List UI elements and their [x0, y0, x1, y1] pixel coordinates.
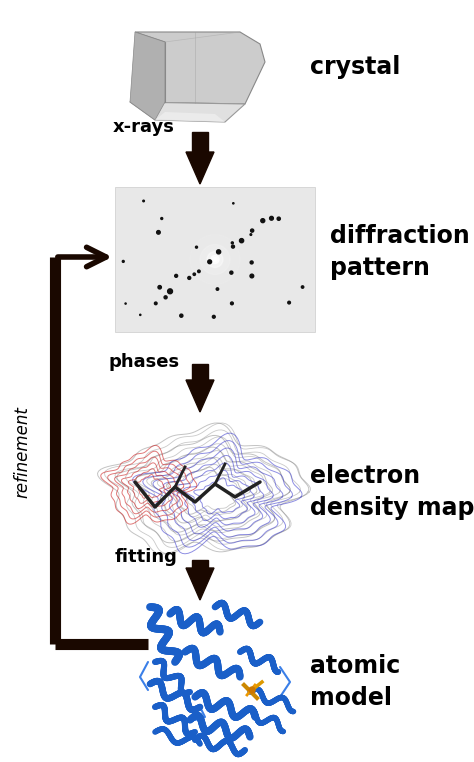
Text: crystal: crystal — [310, 55, 401, 79]
Circle shape — [193, 273, 195, 275]
Circle shape — [213, 258, 217, 261]
Circle shape — [261, 219, 265, 223]
Circle shape — [249, 687, 255, 693]
Bar — [115, 187, 315, 332]
Circle shape — [143, 200, 145, 202]
Text: fitting: fitting — [115, 548, 178, 566]
Circle shape — [164, 296, 167, 299]
Circle shape — [190, 235, 240, 284]
Circle shape — [217, 250, 221, 254]
Bar — [192, 560, 208, 568]
Circle shape — [230, 271, 233, 274]
Circle shape — [250, 234, 252, 235]
Circle shape — [208, 260, 211, 264]
Circle shape — [250, 274, 254, 278]
Circle shape — [158, 286, 161, 289]
Text: refinement: refinement — [13, 406, 31, 498]
Circle shape — [211, 255, 219, 264]
Circle shape — [212, 315, 215, 319]
Circle shape — [250, 261, 253, 264]
Circle shape — [122, 261, 124, 262]
Text: phases: phases — [109, 353, 180, 371]
Polygon shape — [130, 102, 245, 122]
Circle shape — [230, 302, 233, 305]
Circle shape — [251, 229, 254, 232]
Text: atomic
model: atomic model — [310, 655, 400, 709]
Circle shape — [200, 245, 230, 274]
Circle shape — [277, 217, 280, 220]
Circle shape — [180, 314, 183, 317]
Circle shape — [168, 289, 173, 293]
Circle shape — [231, 242, 233, 244]
Text: electron
density map: electron density map — [310, 464, 474, 520]
Circle shape — [207, 251, 223, 267]
Circle shape — [140, 314, 141, 315]
Bar — [192, 364, 208, 380]
Circle shape — [155, 302, 157, 305]
Polygon shape — [186, 568, 214, 600]
Polygon shape — [186, 380, 214, 412]
Circle shape — [216, 288, 219, 290]
Circle shape — [161, 217, 163, 219]
Circle shape — [198, 270, 200, 273]
Text: diffraction
pattern: diffraction pattern — [330, 224, 470, 280]
Circle shape — [195, 246, 198, 248]
Circle shape — [175, 274, 178, 277]
Text: x-rays: x-rays — [113, 118, 175, 136]
Polygon shape — [130, 32, 265, 104]
Bar — [192, 132, 208, 152]
Circle shape — [188, 277, 191, 280]
Polygon shape — [186, 152, 214, 184]
Circle shape — [233, 203, 234, 204]
Circle shape — [239, 239, 244, 243]
Circle shape — [270, 216, 273, 220]
Circle shape — [125, 303, 126, 304]
Circle shape — [156, 231, 160, 234]
Polygon shape — [155, 112, 225, 122]
Circle shape — [231, 245, 235, 248]
Circle shape — [288, 301, 291, 304]
Polygon shape — [130, 32, 165, 120]
Circle shape — [301, 286, 304, 288]
